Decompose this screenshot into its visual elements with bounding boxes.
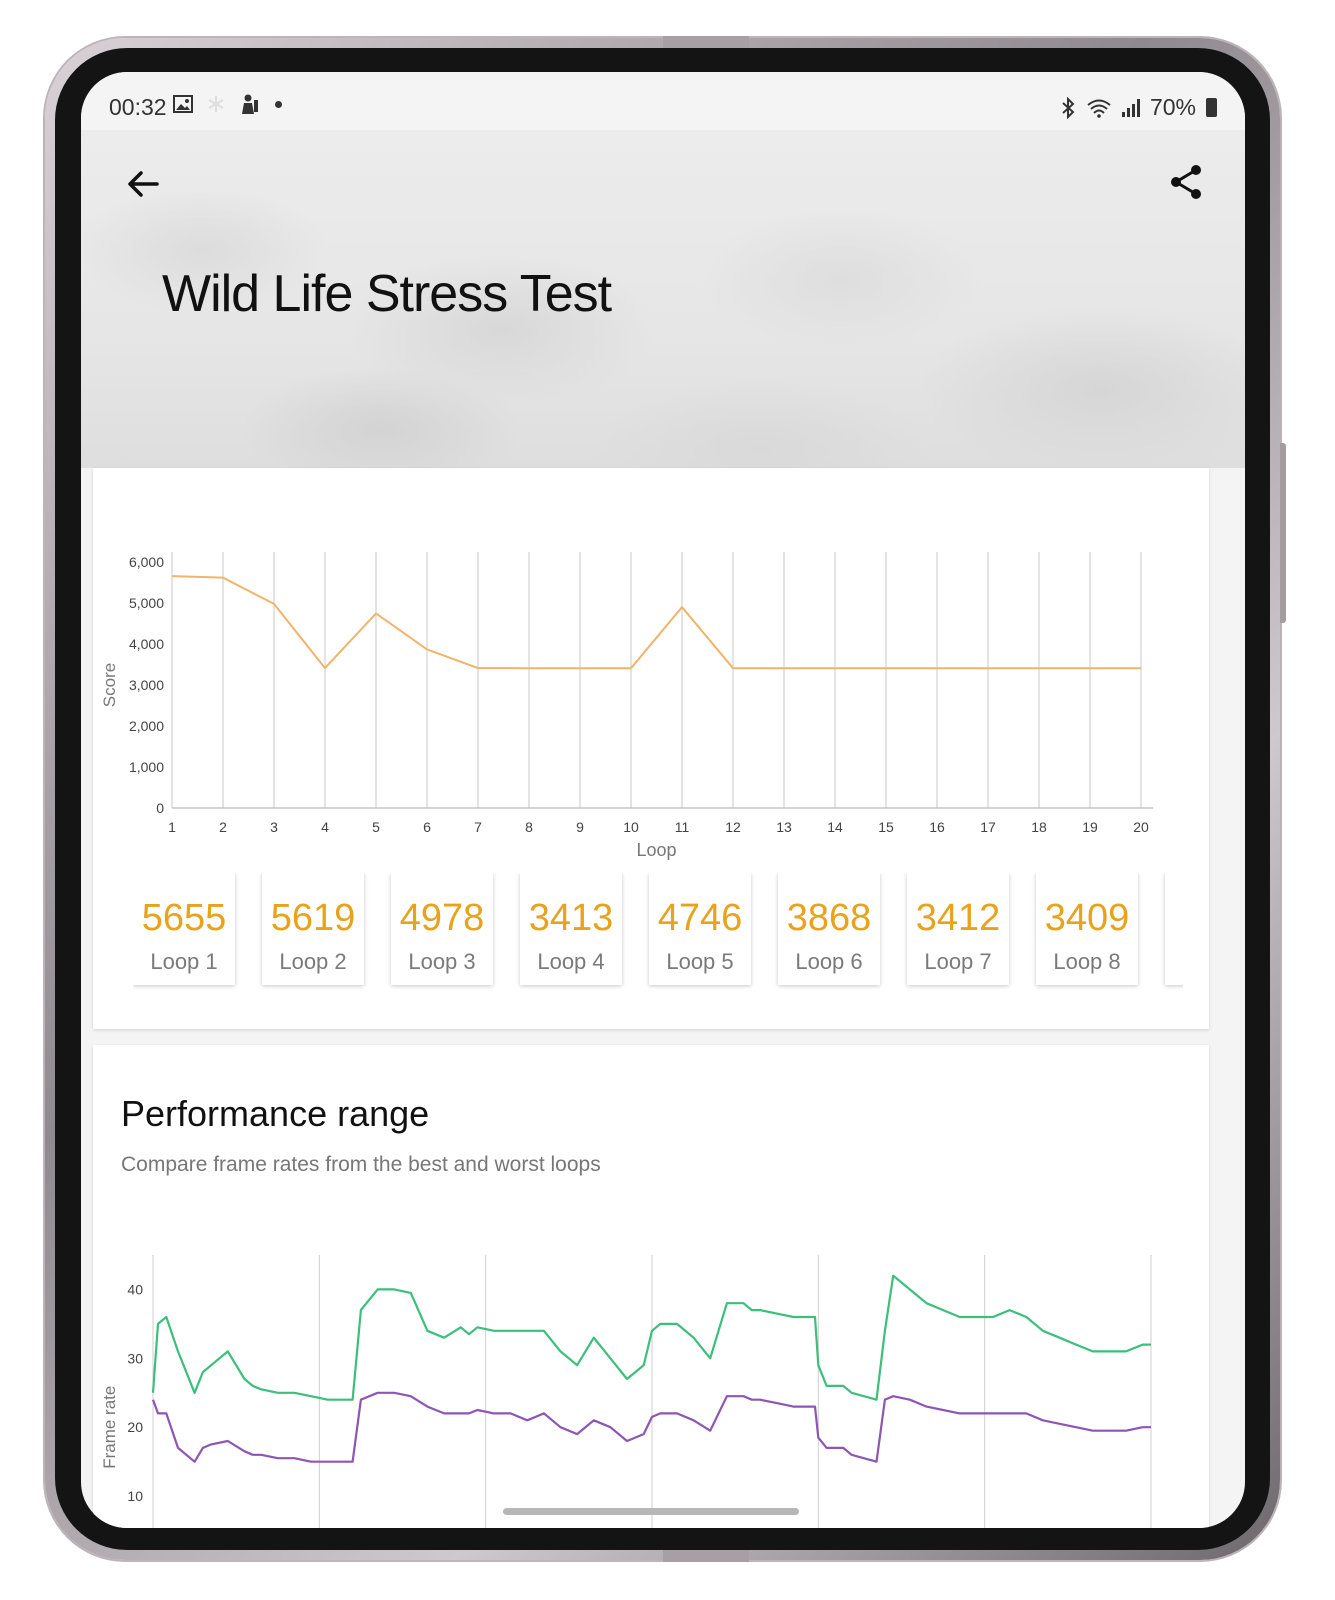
loop-tiles[interactable]: 5655 Loop 1 5619 Loop 2 4978 Loop 3 3413 Loo…: [133, 873, 1183, 989]
worst-loop-line: [151, 1391, 1151, 1463]
frame-rate-chart: 10 20 30 40 Frame rate: [100, 1255, 1152, 1528]
loop-label: Loop 4: [537, 949, 605, 974]
loop-tile[interactable]: 3413 Loop 4: [520, 873, 622, 985]
loop-tile[interactable]: 5619 Loop 2: [262, 873, 364, 985]
loop-score: 4746: [657, 897, 743, 939]
page-title: Wild Life Stress Test: [162, 265, 612, 323]
loop-tile[interactable]: 3412 Loop 7: [907, 873, 1009, 985]
loop-score: 3412: [915, 897, 1001, 939]
battery-percent: 70%: [1149, 94, 1196, 120]
snowflake-icon: [208, 96, 224, 112]
header-banner: Wild Life Stress Test: [81, 130, 1245, 468]
y-tick-label: 30: [127, 1350, 143, 1366]
x-tick-label: 15: [878, 819, 894, 835]
loop-score: 5655: [141, 897, 227, 939]
performance-range-card: Performance range Compare frame rates fr…: [93, 1045, 1209, 1528]
loop-tile-partial[interactable]: [1165, 873, 1183, 985]
battery-icon: [1206, 98, 1217, 117]
y-axis-title: Score: [100, 663, 119, 707]
loop-tile[interactable]: 4746 Loop 5: [649, 873, 751, 985]
signal-icon: [1121, 98, 1140, 117]
x-tick-label: 2: [219, 819, 227, 835]
wifi-icon: [1087, 99, 1111, 118]
hinge-bottom: [663, 1546, 749, 1562]
x-tick-label: 5: [372, 819, 380, 835]
loop-label: Loop 3: [408, 949, 476, 974]
x-tick-label: 20: [1133, 819, 1149, 835]
y-tick-label: 4,000: [129, 636, 164, 652]
y-axis-title: Frame rate: [100, 1386, 119, 1469]
x-tick-label: 12: [725, 819, 741, 835]
x-tick-label: 19: [1082, 819, 1098, 835]
y-tick-label: 20: [127, 1419, 143, 1435]
loop-tile[interactable]: 4978 Loop 3: [391, 873, 493, 985]
y-tick-label: 6,000: [129, 554, 164, 570]
x-tick-label: 9: [576, 819, 584, 835]
y-tick-label: 40: [127, 1281, 143, 1297]
loop-label: Loop 8: [1053, 949, 1121, 974]
loop-label: Loop 6: [795, 949, 863, 974]
x-tick-label: 16: [929, 819, 945, 835]
x-tick-label: 7: [474, 819, 482, 835]
loop-score: 4978: [399, 897, 485, 939]
section-title: Performance range: [121, 1093, 430, 1134]
x-tick-label: 4: [321, 819, 329, 835]
y-tick-label: 3,000: [129, 677, 164, 693]
x-axis-title: Loop: [636, 840, 676, 860]
x-tick-label: 10: [623, 819, 639, 835]
y-tick-label: 5,000: [129, 595, 164, 611]
loop-score: 3413: [528, 897, 614, 939]
y-tick-label: 10: [127, 1488, 143, 1504]
x-tick-label: 18: [1031, 819, 1047, 835]
bluetooth-icon: [1062, 96, 1075, 119]
back-arrow-icon[interactable]: [121, 162, 165, 206]
loop-score: 3409: [1044, 897, 1130, 939]
x-tick-label: 1: [168, 819, 176, 835]
loop-tile[interactable]: 5655 Loop 1: [133, 873, 235, 985]
loop-score: 3868: [786, 897, 872, 939]
side-button: [1280, 443, 1286, 623]
dot-icon: [275, 100, 282, 108]
x-tick-label: 8: [525, 819, 533, 835]
y-tick-label: 1,000: [129, 759, 164, 775]
x-tick-label: 11: [675, 819, 690, 835]
home-indicator[interactable]: [503, 1508, 799, 1515]
x-tick-label: 17: [980, 819, 996, 835]
share-icon[interactable]: [1165, 160, 1209, 204]
x-tick-label: 14: [827, 819, 843, 835]
loop-label: Loop 5: [666, 949, 734, 974]
image-icon: [173, 95, 193, 113]
status-time: 00:32: [109, 94, 167, 120]
loop-tile[interactable]: 3409 Loop 8: [1036, 873, 1138, 985]
score-line-chart: 1 2 3 4 5 6 7 8 9 10 11 12 13 14 15 16 17 18 19 2001,0002,0…: [100, 552, 1153, 860]
y-tick-label: 0: [156, 800, 164, 816]
status-bar: 00:32 70%: [81, 72, 1245, 130]
score-series-line: [171, 575, 1141, 670]
loop-label: Loop 1: [150, 949, 218, 974]
best-loop-line: [151, 1274, 1151, 1401]
loop-label: Loop 2: [279, 949, 347, 974]
section-subtitle: Compare frame rates from the best and wo…: [121, 1153, 601, 1176]
score-card: 1 2 3 4 5 6 7 8 9 10 11 12 13 14 15 16 17 18 19 20 0 1,000 2,0…: [93, 468, 1209, 1029]
person-icon: [242, 94, 258, 114]
loop-score: 5619: [270, 897, 356, 939]
loop-label: Loop 7: [924, 949, 992, 974]
loop-tile[interactable]: 3868 Loop 6: [778, 873, 880, 985]
x-tick-label: 6: [423, 819, 431, 835]
y-tick-label: 2,000: [129, 718, 164, 734]
x-tick-label: 3: [270, 819, 278, 835]
x-tick-label: 13: [776, 819, 792, 835]
